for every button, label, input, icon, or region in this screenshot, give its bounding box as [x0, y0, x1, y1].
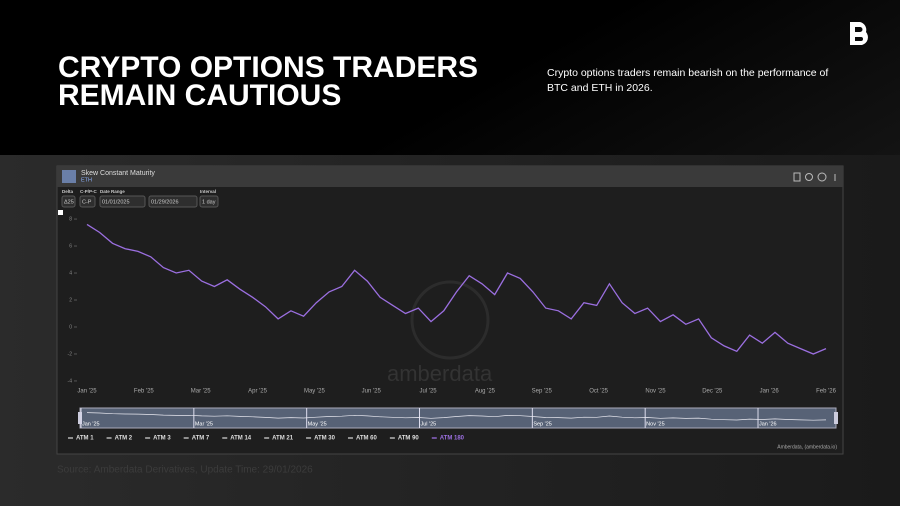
navigator-label: Nov '25 — [646, 421, 664, 427]
legend-label[interactable]: ATM 3 — [153, 436, 171, 442]
navigator-handle[interactable] — [834, 412, 838, 424]
control-box[interactable] — [79, 195, 96, 208]
x-tick-label: Feb '26 — [816, 389, 836, 395]
x-tick-label: May '25 — [304, 389, 325, 395]
panel-header — [57, 166, 843, 187]
control-box[interactable] — [199, 195, 219, 208]
navigator-label: Sep '25 — [533, 421, 551, 427]
x-tick-label: Sep '25 — [532, 389, 553, 395]
y-tick-label: -4 — [68, 378, 73, 384]
legend-label[interactable]: ATM 1 — [76, 436, 94, 442]
legend-label[interactable]: ATM 90 — [398, 436, 420, 442]
x-tick-label: Feb '25 — [134, 389, 154, 395]
x-tick-label: Jun '25 — [362, 389, 382, 395]
control-label: Delta — [62, 189, 74, 194]
legend-label[interactable]: ATM 14 — [230, 436, 252, 442]
navigator-handle[interactable] — [78, 412, 82, 424]
x-tick-label: Nov '25 — [645, 389, 666, 395]
panel-tools[interactable] — [793, 172, 836, 182]
chart-panel — [56, 165, 844, 455]
panel-asset: ETH — [81, 177, 92, 183]
x-tick-label: Jan '25 — [77, 389, 97, 395]
control-box[interactable] — [99, 195, 146, 208]
legend-label[interactable]: ATM 21 — [272, 436, 294, 442]
legend-label[interactable]: ATM 60 — [356, 436, 378, 442]
control-label: Interval — [200, 189, 216, 194]
watermark: amberdata — [387, 361, 493, 386]
panel-icon — [62, 170, 76, 183]
x-tick-label: Apr '25 — [248, 389, 267, 395]
control-box[interactable] — [148, 195, 198, 208]
navigator-label: Jan '26 — [759, 421, 777, 427]
checkbox[interactable] — [58, 210, 63, 215]
navigator-line — [86, 412, 827, 421]
control-value: 01/01/2025 — [102, 199, 130, 205]
title-line: CRYPTO OPTIONS TRADERS — [58, 51, 478, 84]
legend-label[interactable]: ATM 7 — [192, 436, 210, 442]
control-value: 01/29/2026 — [151, 199, 179, 205]
y-tick-label: -2 — [68, 351, 73, 357]
navigator-label: Mar '25 — [195, 421, 213, 427]
description-box: Crypto options traders remain bearish on… — [547, 67, 829, 94]
control-label: C-P/P-C — [80, 189, 98, 194]
logo — [850, 22, 868, 45]
y-tick-label: 0 — [69, 324, 72, 330]
x-tick-label: Jan '26 — [760, 389, 780, 395]
panel-title: Skew Constant Maturity — [81, 170, 155, 177]
control-value: 1 day — [202, 199, 216, 205]
y-tick-label: 4 — [69, 270, 72, 276]
y-tick-label: 6 — [69, 243, 72, 249]
legend-label[interactable]: ATM 180 — [440, 436, 465, 442]
y-tick-label: 8 — [69, 216, 72, 222]
data-line — [86, 223, 827, 355]
x-tick-label: Oct '25 — [589, 389, 608, 395]
x-tick-label: Mar '25 — [191, 389, 211, 395]
control-box[interactable] — [61, 195, 76, 208]
x-tick-label: Dec '25 — [702, 389, 723, 395]
control-label: Date Range — [100, 189, 125, 194]
credit: Amberdata, (amberdata.io) — [777, 444, 837, 450]
source: Source: Amberdata Derivatives, Update Ti… — [57, 465, 313, 476]
legend-label[interactable]: ATM 30 — [314, 436, 336, 442]
x-tick-label: Jul '25 — [419, 389, 437, 395]
x-tick-label: Aug '25 — [475, 389, 496, 395]
control-value: C-P — [82, 199, 92, 205]
navigator-label: Jan '25 — [82, 421, 100, 427]
y-tick-label: 2 — [69, 297, 72, 303]
watermark-logo — [410, 280, 490, 360]
description: Crypto options traders remain bearish on… — [547, 67, 829, 94]
navigator-label: May '25 — [308, 421, 327, 427]
legend-label[interactable]: ATM 2 — [115, 436, 133, 442]
control-value: Δ25 — [64, 199, 74, 205]
navigator-label: Jul '25 — [421, 421, 437, 427]
title-line: REMAIN CAUTIOUS — [58, 79, 341, 112]
